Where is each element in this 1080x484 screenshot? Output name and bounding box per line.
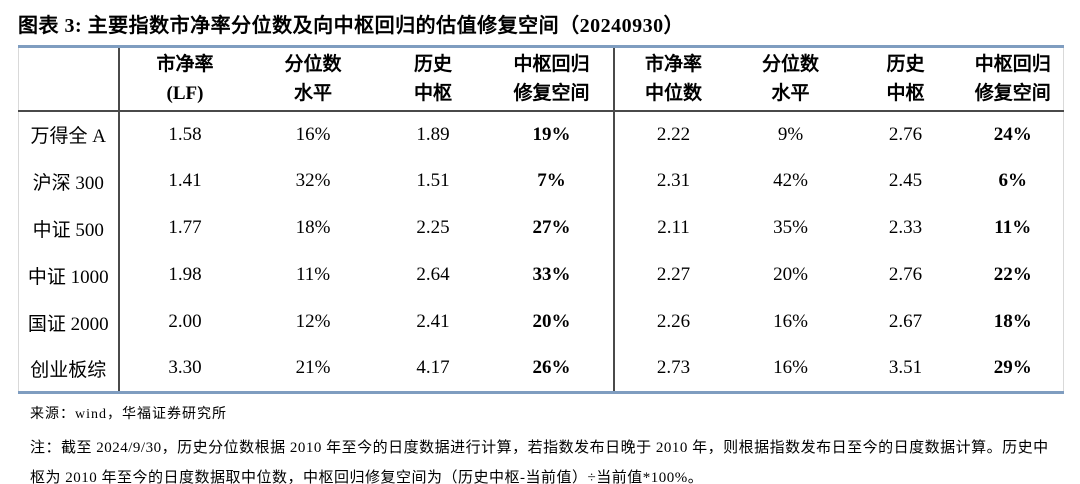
table-cell-repair-space: 33% [532, 264, 571, 285]
table-cell: 2.64 [416, 264, 450, 285]
table-cell: 1.58 [168, 123, 202, 145]
table-body: 万得全 A 1.58 16% 1.89 19% 2.22 9% 2.76 24%… [18, 110, 1064, 393]
table-cell: 2.00 [168, 311, 202, 332]
table-cell-repair-space: 22% [993, 264, 1032, 285]
col-header-line: 中位数 [644, 82, 702, 104]
figure-title: 图表 3: 主要指数市净率分位数及向中枢回归的估值修复空间（20240930） [18, 15, 685, 37]
table-cell: 21% [295, 357, 331, 379]
table-cell: 1.89 [416, 123, 450, 145]
row-label: 中证 500 [18, 204, 120, 252]
table-cell: 2.26 [612, 298, 733, 346]
col-header-pb-median: 市净率 中位数 [612, 46, 733, 112]
col-header-line: 中枢 [413, 82, 452, 104]
table-cell-repair-space: 6% [998, 170, 1028, 191]
table-cell: 11% [295, 264, 331, 285]
table-cell-repair-space: 20% [532, 311, 571, 332]
table-cell: 16% [773, 311, 808, 332]
table-cell-repair-space: 24% [993, 123, 1032, 145]
valuation-table: 市净率 (LF) 分位数水平 历史中枢 中枢回归修复空间 市净率中位数 分位数水平… [18, 45, 1064, 394]
table-row: 中证 500 1.77 18% 2.25 27% 2.11 35% 2.33 1… [18, 204, 1064, 252]
table-cell: 2.73 [612, 345, 733, 393]
table-cell-repair-space: 7% [537, 170, 566, 191]
table-cell: 2.33 [888, 217, 923, 238]
table-cell: 2.22 [612, 110, 733, 158]
table-cell: 2.31 [612, 157, 733, 205]
table-cell: 2.76 [888, 264, 923, 285]
table-cell: 2.25 [416, 217, 450, 238]
col-header-line: 修复空间 [513, 82, 590, 104]
note-line-2: 枢为 2010 年至今的日度数据取中位数，中枢回归修复空间为（历史中枢-当前值）… [30, 470, 704, 484]
header-row: 市净率 (LF) 分位数水平 历史中枢 中枢回归修复空间 市净率中位数 分位数水平… [18, 46, 1064, 112]
row-label: 中证 1000 [18, 251, 120, 299]
col-header-line: 历史 [413, 53, 452, 75]
row-label: 国证 2000 [18, 298, 120, 346]
col-header-line: (LF) [166, 82, 204, 104]
table-cell: 42% [773, 170, 808, 191]
table-cell: 2.76 [888, 123, 923, 145]
row-label: 沪深 300 [18, 157, 120, 205]
table-cell: 12% [295, 311, 331, 332]
col-header-hist-center: 历史 中枢 [375, 46, 491, 112]
row-label: 万得全 A [18, 110, 120, 158]
table-row: 国证 2000 2.00 12% 2.41 20% 2.26 16% 2.67 … [18, 298, 1064, 346]
table-cell: 3.30 [168, 357, 202, 379]
table-cell-repair-space: 19% [532, 123, 571, 145]
table-cell: 1.51 [416, 170, 450, 191]
table-cell: 9% [777, 123, 804, 145]
table-cell: 32% [295, 170, 331, 191]
col-header-line: 市净率 [644, 53, 702, 75]
row-label: 创业板综 [18, 345, 120, 393]
col-header-repair-space: 中枢回归 修复空间 [490, 46, 614, 112]
table-cell-repair-space: 18% [993, 311, 1032, 332]
table-cell: 2.45 [888, 170, 923, 191]
col-header-line: 水平 [771, 82, 810, 104]
table-cell: 2.67 [888, 311, 923, 332]
table-cell-repair-space: 11% [994, 217, 1032, 238]
table-cell: 4.17 [416, 357, 450, 379]
table-cell: 1.77 [168, 217, 202, 238]
footnotes: 注：截至 2024/9/30，历史分位数根据 2010 年至今的日度数据进行计算… [0, 433, 1080, 484]
table-cell: 2.41 [416, 311, 450, 332]
table-cell: 1.41 [168, 170, 202, 191]
col-header-repair-space-2: 中枢回归 修复空间 [962, 46, 1064, 112]
table-row: 沪深 300 1.41 32% 1.51 7% 2.31 42% 2.45 6% [18, 157, 1064, 205]
table-cell: 16% [295, 123, 331, 145]
col-header-line: 分位数 [284, 53, 342, 75]
col-header-line: 分位数 [761, 53, 819, 75]
col-header-pb-lf: 市净率 (LF) [118, 46, 251, 112]
table-cell: 18% [295, 217, 331, 238]
table-cell: 35% [773, 217, 808, 238]
table-cell: 16% [773, 357, 808, 379]
table-row: 中证 1000 1.98 11% 2.64 33% 2.27 20% 2.76 … [18, 251, 1064, 299]
col-header-line: 市净率 [156, 53, 214, 75]
table-row: 万得全 A 1.58 16% 1.89 19% 2.22 9% 2.76 24% [18, 110, 1064, 158]
source-note: 来源：wind，华福证券研究所 [30, 407, 227, 422]
table-cell-repair-space: 27% [532, 217, 571, 238]
corner-cell [18, 46, 120, 112]
table-cell: 3.51 [888, 357, 923, 379]
table-cell: 1.98 [168, 264, 202, 285]
table-row: 创业板综 3.30 21% 4.17 26% 2.73 16% 3.51 29% [18, 345, 1064, 393]
note-line-1: 注：截至 2024/9/30，历史分位数根据 2010 年至今的日度数据进行计算… [30, 440, 1049, 456]
col-header-percentile: 分位数 水平 [250, 46, 376, 112]
col-header-hist-center-2: 历史 中枢 [848, 46, 963, 112]
table-cell-repair-space: 29% [993, 357, 1032, 379]
col-header-line: 修复空间 [974, 82, 1051, 104]
col-header-line: 中枢 [886, 82, 925, 104]
table-cell: 2.27 [612, 251, 733, 299]
table-cell-repair-space: 26% [532, 357, 571, 379]
col-header-line: 中枢回归 [974, 53, 1051, 75]
col-header-line: 历史 [886, 53, 925, 75]
col-header-percentile-2: 分位数 水平 [732, 46, 849, 112]
table-cell: 20% [773, 264, 808, 285]
table-cell: 2.11 [612, 204, 733, 252]
col-header-line: 中枢回归 [513, 53, 590, 75]
col-header-line: 水平 [293, 82, 332, 104]
